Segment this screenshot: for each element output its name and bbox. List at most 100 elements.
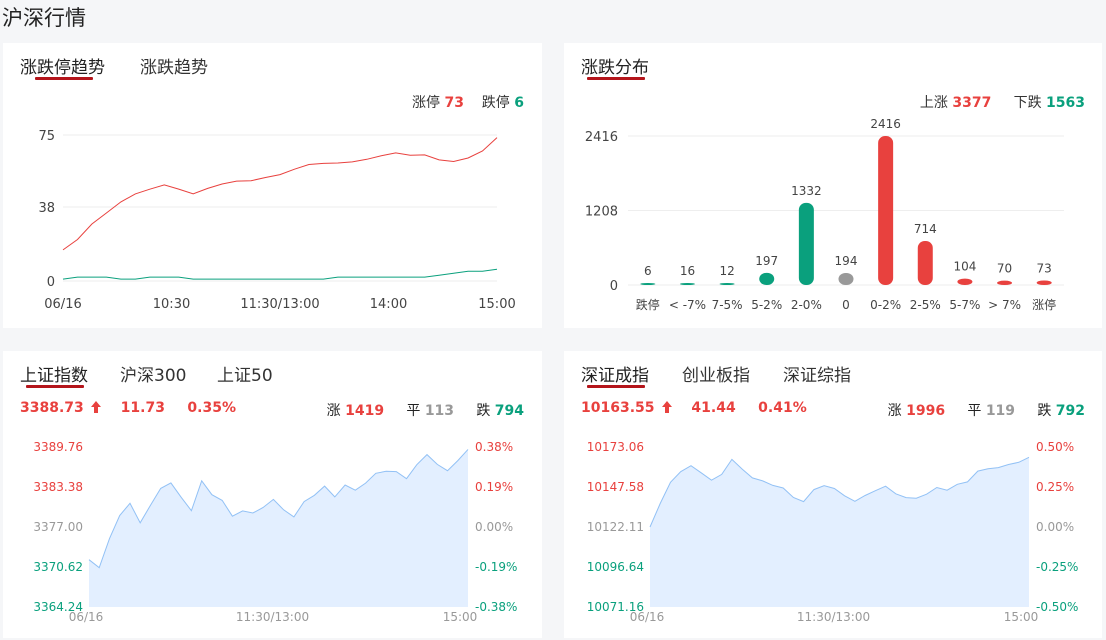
left-axis-label: 3377.00 bbox=[33, 520, 83, 534]
sz-flat-count: 119 bbox=[985, 403, 1016, 419]
distribution-bar bbox=[1036, 280, 1052, 285]
left-axis-label: 10096.64 bbox=[587, 560, 644, 574]
x-tick-label: 10:30 bbox=[153, 297, 190, 312]
distribution-bar bbox=[957, 278, 973, 285]
sz-quote-row: 10163.55 41.44 0.41% bbox=[581, 400, 807, 416]
bar-value-label: 197 bbox=[755, 254, 778, 268]
index-line bbox=[649, 456, 1030, 528]
sh-breadth: 涨 1419 平 113 跌 794 bbox=[327, 400, 524, 420]
y-tick-label: 0 bbox=[47, 275, 55, 290]
distribution-bar bbox=[997, 280, 1013, 285]
x-category-label: > 7% bbox=[988, 298, 1021, 312]
sh-index-card: 上证指数 沪深300 上证50 3388.73 11.73 0.35% 涨 14… bbox=[3, 351, 542, 638]
down-count-label: 下跌 bbox=[1013, 95, 1042, 111]
sh-flat-count: 113 bbox=[424, 403, 455, 419]
distribution-bar bbox=[679, 283, 695, 285]
sz-up-label: 涨 bbox=[887, 403, 902, 419]
tab-chinext[interactable]: 创业板指 bbox=[682, 366, 750, 386]
limit-down-series-line bbox=[62, 268, 498, 280]
up-count-value: 3377 bbox=[952, 95, 992, 111]
tab-updown-trend[interactable]: 涨跌趋势 bbox=[140, 58, 208, 78]
sz-up-count: 1996 bbox=[906, 403, 946, 419]
tab-sh-composite[interactable]: 上证指数 bbox=[20, 366, 88, 386]
left-axis-label: 3383.38 bbox=[33, 480, 83, 494]
right-axis-label: -0.38% bbox=[475, 600, 517, 614]
tab-sz-composite[interactable]: 深证综指 bbox=[783, 366, 851, 386]
x-tick-label: 15:00 bbox=[478, 297, 515, 312]
right-axis-label: -0.19% bbox=[475, 560, 517, 574]
bar-value-label: 70 bbox=[997, 262, 1012, 276]
sh-index-chart: 3389.76 0.38% 3383.38 0.19% 3377.00 0.00% 3370… bbox=[33, 440, 517, 624]
right-axis-label: 0.50% bbox=[1036, 440, 1074, 454]
x-category-label: 0 bbox=[842, 298, 850, 312]
x-category-label: 2-5% bbox=[910, 298, 941, 312]
x-tick-label: 11:30/13:00 bbox=[236, 610, 309, 624]
x-category-label: 7-5% bbox=[712, 298, 743, 312]
sz-down-count: 792 bbox=[1055, 403, 1085, 419]
bar-value-label: 73 bbox=[1037, 261, 1052, 275]
y-tick-label: 75 bbox=[38, 129, 55, 144]
sz-flat-label: 平 bbox=[967, 403, 982, 419]
x-category-label: 跌停 bbox=[636, 297, 660, 312]
sh-up-count: 1419 bbox=[345, 403, 385, 419]
limit-counts: 涨停 73 跌停 6 bbox=[412, 92, 524, 112]
x-category-label: 0-2% bbox=[870, 298, 901, 312]
x-category-label: 涨停 bbox=[1032, 297, 1056, 312]
distribution-bar bbox=[878, 136, 894, 285]
left-axis-label: 3364.24 bbox=[33, 600, 83, 614]
distribution-chart: 2416 1208 0 6 跌停 16 < -7% 12 7-5% 197 5-2% 1332 2-0%… bbox=[585, 117, 1064, 312]
limit-up-series-line bbox=[62, 137, 498, 251]
left-axis-label: 10071.16 bbox=[587, 600, 644, 614]
left-axis-label: 10173.06 bbox=[587, 440, 644, 454]
y-tick-label: 2416 bbox=[585, 130, 618, 145]
bar-value-label: 1332 bbox=[791, 184, 822, 198]
x-tick-label: 06/16 bbox=[630, 610, 665, 624]
bar-value-label: 12 bbox=[719, 264, 734, 278]
right-axis-label: -0.50% bbox=[1036, 600, 1078, 614]
x-category-label: 5-2% bbox=[751, 298, 782, 312]
limit-down-value: 6 bbox=[514, 95, 524, 111]
bar-value-label: 194 bbox=[835, 254, 858, 268]
bar-value-label: 104 bbox=[953, 260, 976, 274]
sh-price: 3388.73 bbox=[20, 400, 84, 416]
tab-limit-trend-underline bbox=[35, 77, 93, 80]
tab-sh-composite-underline bbox=[26, 385, 84, 388]
tab-updown-distribution-underline bbox=[587, 77, 645, 80]
x-tick-label: 15:00 bbox=[443, 610, 478, 624]
left-axis-label: 3389.76 bbox=[33, 440, 83, 454]
updown-distribution-card: 涨跌分布 上涨 3377 下跌 1563 2416 1208 0 6 跌停 16 < -7%… bbox=[564, 43, 1102, 328]
sz-down-label: 跌 bbox=[1037, 403, 1052, 419]
distribution-bar bbox=[798, 202, 814, 285]
right-axis-label: -0.25% bbox=[1036, 560, 1078, 574]
y-tick-label: 38 bbox=[38, 201, 55, 216]
tab-sse50[interactable]: 上证50 bbox=[217, 366, 273, 386]
arrow-up-icon bbox=[661, 401, 672, 413]
tab-updown-distribution[interactable]: 涨跌分布 bbox=[581, 58, 649, 78]
tab-sz-component-underline bbox=[587, 385, 645, 388]
limit-trend-card: 涨跌停趋势 涨跌趋势 涨停 73 跌停 6 75 38 0 06/16 10:30 11:… bbox=[3, 43, 542, 328]
right-axis-label: 0.00% bbox=[475, 520, 513, 534]
right-axis-label: 0.25% bbox=[1036, 480, 1074, 494]
x-tick-label: 15:00 bbox=[1004, 610, 1039, 624]
left-axis-label: 3370.62 bbox=[33, 560, 83, 574]
distribution-bar bbox=[640, 283, 656, 285]
distribution-bar bbox=[917, 240, 933, 285]
tab-limit-trend[interactable]: 涨跌停趋势 bbox=[20, 58, 105, 78]
sz-breadth: 涨 1996 平 119 跌 792 bbox=[888, 400, 1085, 420]
x-tick-label: 06/16 bbox=[44, 297, 81, 312]
y-tick-label: 0 bbox=[610, 279, 618, 294]
x-tick-label: 14:00 bbox=[370, 297, 407, 312]
limit-trend-chart: 75 38 0 06/16 10:30 11:30/13:00 14:00 15:00 bbox=[38, 129, 515, 312]
sz-change: 41.44 bbox=[691, 400, 736, 416]
distribution-bar bbox=[719, 283, 735, 285]
sh-flat-label: 平 bbox=[406, 403, 421, 419]
x-category-label: 5-7% bbox=[949, 298, 980, 312]
tab-csi300[interactable]: 沪深300 bbox=[120, 366, 187, 386]
down-count-value: 1563 bbox=[1046, 95, 1085, 111]
updown-counts: 上涨 3377 下跌 1563 bbox=[920, 92, 1085, 112]
limit-up-value: 73 bbox=[444, 95, 464, 111]
tab-sz-component[interactable]: 深证成指 bbox=[581, 366, 649, 386]
sz-index-chart: 10173.06 0.50% 10147.58 0.25% 10122.11 0.00% 1… bbox=[587, 440, 1079, 624]
x-category-label: 2-0% bbox=[791, 298, 822, 312]
bar-value-label: 2416 bbox=[870, 117, 901, 131]
